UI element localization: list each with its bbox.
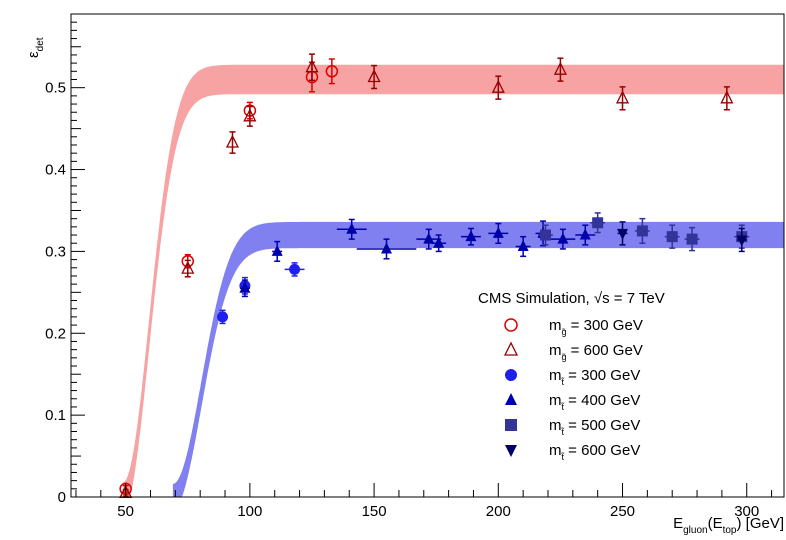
- legend-label: mt̃ = 500 GeV: [549, 417, 640, 437]
- series-gl600: [119, 53, 734, 499]
- y-axis: 0 0.1 0.2 0.3 0.4 0.5: [45, 21, 85, 506]
- legend: CMS Simulation, √s = 7 TeV mg̃ = 300 GeV…: [478, 290, 665, 462]
- data-point: [491, 79, 505, 93]
- x-tick-label: 250: [610, 503, 635, 520]
- data-point: [736, 235, 748, 247]
- x-tick-label: 100: [237, 503, 262, 520]
- x-tick-label: 200: [486, 503, 511, 520]
- data-point: [271, 244, 283, 256]
- legend-entry-gl300: mg̃ = 300 GeV: [504, 317, 643, 337]
- legend-title: CMS Simulation, √s = 7 TeV: [478, 290, 665, 307]
- data-point: [325, 65, 339, 78]
- data-point: [553, 61, 567, 75]
- legend-marker: [505, 369, 517, 381]
- gluino-fit-band: [123, 64, 784, 498]
- data-point: [666, 231, 678, 243]
- series-t400: [239, 218, 596, 298]
- legend-entry-t300: mt̃ = 300 GeV: [505, 367, 640, 387]
- data-point: [636, 225, 648, 237]
- y-tick-label: 0.5: [45, 80, 66, 97]
- data-series: [119, 53, 750, 499]
- legend-entry-t500: mt̃ = 500 GeV: [505, 417, 640, 437]
- data-point: [423, 232, 435, 244]
- data-point: [615, 90, 630, 104]
- legend-marker: [505, 393, 517, 405]
- data-point: [517, 239, 529, 251]
- legend-marker: [505, 445, 517, 457]
- stop-fit-band: [172, 221, 784, 497]
- x-tick-label: 150: [362, 503, 387, 520]
- data-point: [225, 134, 240, 148]
- legend-marker: [505, 419, 517, 431]
- legend-marker: [504, 318, 518, 332]
- legend-label: mt̃ = 600 GeV: [549, 442, 640, 462]
- legend-label: mt̃ = 300 GeV: [549, 367, 640, 387]
- y-tick-label: 0.1: [45, 407, 66, 424]
- data-point: [540, 229, 552, 241]
- fit-bands: [123, 64, 784, 498]
- data-point: [465, 230, 477, 242]
- data-point: [239, 281, 251, 293]
- x-tick-label: 50: [117, 503, 134, 520]
- data-point: [433, 236, 445, 248]
- legend-entry-gl600: mg̃ = 600 GeV: [503, 341, 643, 362]
- legend-entry-t400: mt̃ = 400 GeV: [505, 392, 640, 412]
- data-point: [617, 228, 629, 240]
- data-point: [243, 108, 257, 122]
- data-point: [557, 232, 569, 244]
- data-point: [381, 242, 393, 254]
- y-tick-label: 0.2: [45, 325, 66, 342]
- legend-entry-t600: mt̃ = 600 GeV: [505, 442, 640, 462]
- error-bar: [328, 58, 335, 85]
- data-point: [367, 69, 381, 83]
- legend-label: mt̃ = 400 GeV: [549, 392, 640, 412]
- data-point: [217, 311, 229, 323]
- data-point: [289, 263, 301, 275]
- plot-frame: [70, 13, 785, 498]
- data-point: [305, 59, 319, 73]
- data-point: [720, 90, 734, 104]
- data-point: [686, 233, 698, 245]
- error-bar: [308, 53, 315, 82]
- x-tick-label: 300: [734, 503, 759, 520]
- y-tick-label: 0: [58, 489, 66, 506]
- data-point: [346, 222, 358, 234]
- legend-label: mg̃ = 600 GeV: [549, 342, 643, 362]
- legend-marker: [503, 341, 519, 356]
- x-axis-title: Egluon(Etop) [GeV]: [673, 515, 784, 536]
- data-point: [492, 226, 504, 238]
- y-tick-label: 0.3: [45, 243, 66, 260]
- legend-label: mg̃ = 300 GeV: [549, 317, 643, 337]
- data-point: [579, 228, 591, 240]
- y-tick-label: 0.4: [45, 162, 66, 179]
- data-point: [181, 260, 195, 274]
- y-axis-title: εdet: [25, 37, 46, 58]
- series-t600: [617, 221, 748, 253]
- x-axis: 50 100 150 200 250 300: [75, 483, 773, 520]
- data-point: [592, 217, 604, 229]
